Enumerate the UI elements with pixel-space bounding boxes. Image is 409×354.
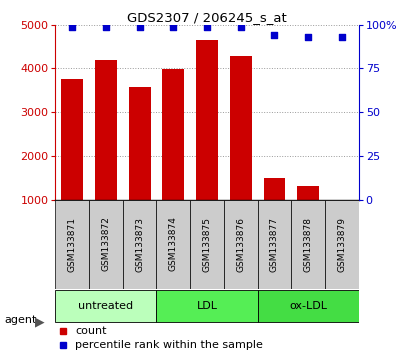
Bar — [229, 56, 251, 200]
Text: count: count — [75, 326, 106, 336]
Text: GSM133879: GSM133879 — [337, 217, 346, 272]
FancyBboxPatch shape — [156, 290, 257, 322]
Point — [170, 24, 176, 29]
Point — [69, 24, 75, 29]
FancyBboxPatch shape — [257, 200, 291, 289]
Title: GDS2307 / 206245_s_at: GDS2307 / 206245_s_at — [127, 11, 286, 24]
Bar — [128, 87, 150, 200]
Point — [270, 33, 277, 38]
FancyBboxPatch shape — [223, 200, 257, 289]
Bar — [263, 178, 285, 200]
Point — [304, 34, 311, 40]
Text: GSM133875: GSM133875 — [202, 217, 211, 272]
Text: GSM133871: GSM133871 — [67, 217, 76, 272]
Bar — [196, 40, 218, 200]
Text: ox-LDL: ox-LDL — [288, 301, 326, 311]
FancyBboxPatch shape — [324, 200, 358, 289]
Text: percentile rank within the sample: percentile rank within the sample — [75, 339, 262, 349]
FancyBboxPatch shape — [257, 290, 358, 322]
FancyBboxPatch shape — [55, 290, 156, 322]
Text: GSM133878: GSM133878 — [303, 217, 312, 272]
Text: GSM133874: GSM133874 — [169, 217, 178, 272]
Text: GSM133872: GSM133872 — [101, 217, 110, 272]
Text: untreated: untreated — [78, 301, 133, 311]
Point — [203, 24, 210, 29]
FancyBboxPatch shape — [190, 200, 223, 289]
FancyBboxPatch shape — [156, 200, 190, 289]
Bar — [330, 200, 352, 201]
Text: GSM133876: GSM133876 — [236, 217, 245, 272]
Bar — [297, 186, 318, 200]
Bar — [61, 79, 83, 200]
Point — [102, 24, 109, 29]
Text: LDL: LDL — [196, 301, 217, 311]
Text: agent: agent — [4, 315, 36, 325]
Text: GSM133873: GSM133873 — [135, 217, 144, 272]
FancyBboxPatch shape — [55, 200, 89, 289]
Point — [338, 34, 344, 40]
Text: ▶: ▶ — [35, 315, 44, 328]
Bar — [162, 69, 184, 200]
FancyBboxPatch shape — [291, 200, 324, 289]
Bar — [95, 60, 117, 200]
Point — [237, 24, 243, 29]
Text: GSM133877: GSM133877 — [269, 217, 278, 272]
Point — [136, 24, 143, 29]
FancyBboxPatch shape — [122, 200, 156, 289]
FancyBboxPatch shape — [89, 200, 122, 289]
